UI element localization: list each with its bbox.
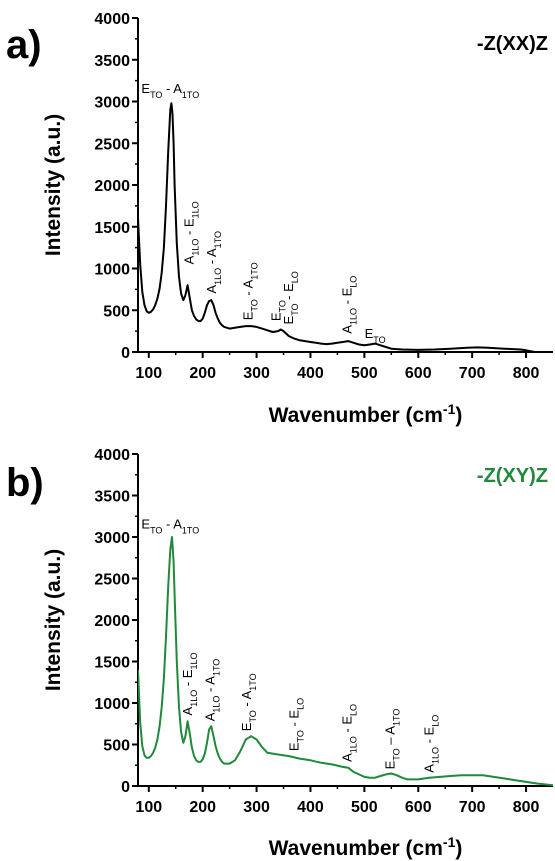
- y-tick-label: 0: [121, 779, 130, 796]
- x-tick-label: 300: [243, 365, 270, 382]
- x-tick-label: 600: [405, 365, 432, 382]
- y-tick-label: 2000: [94, 178, 130, 195]
- x-tick-label: 800: [513, 799, 540, 816]
- x-tick-label: 400: [297, 365, 324, 382]
- peak-annotation: ETO - A1TO: [141, 81, 199, 100]
- peak-annotation: ETO - ELO: [287, 698, 306, 751]
- x-tick-label: 100: [135, 365, 162, 382]
- peak-annotation: ETO - ELO: [281, 271, 300, 324]
- x-tick-label: 200: [189, 799, 216, 816]
- y-tick-label: 1000: [94, 696, 130, 713]
- y-tick-label: 4000: [94, 11, 130, 28]
- panel-a: a) -Z(XX)Z 0 500 1000 1500 2000 2500 3000 3500 400…: [6, 11, 553, 427]
- series-line: [138, 102, 545, 352]
- peak-annotation: A1LO - E1LO: [182, 201, 201, 264]
- x-tick-label: 600: [405, 799, 432, 816]
- y-tick-label: 3500: [94, 489, 130, 506]
- y-tick-label: 2500: [94, 136, 130, 153]
- y-tick-label: 3000: [94, 530, 130, 547]
- peak-annotation: ETO - A1TO: [240, 262, 259, 320]
- x-axis-label: Wavenumber (cm-1): [269, 834, 463, 860]
- y-tick-label: 1500: [94, 220, 130, 237]
- x-axis-label: Wavenumber (cm-1): [269, 401, 463, 427]
- y-tick-label: 3000: [94, 95, 130, 112]
- peak-annotation: A1LO - A1TO: [203, 659, 222, 722]
- x-tick-label: 400: [297, 799, 324, 816]
- panel-letter: b): [6, 461, 44, 505]
- y-tick-label: 0: [121, 345, 130, 362]
- peak-annotation: ETO: [268, 300, 287, 321]
- x-tick-label: 300: [243, 799, 270, 816]
- y-tick-label: 1500: [94, 655, 130, 672]
- x-tick-label: 200: [189, 365, 216, 382]
- y-tick-label: 1000: [94, 262, 130, 279]
- y-tick-label: 500: [103, 303, 130, 320]
- y-axis-label: Intensity (a.u.): [42, 549, 65, 691]
- y-tick-label: 2500: [94, 572, 130, 589]
- chart-title: -Z(XX)Z: [477, 33, 548, 55]
- x-tick-label: 100: [135, 799, 162, 816]
- y-tick-label: 3500: [94, 53, 130, 70]
- peak-annotation: ETO – A1TO: [383, 709, 402, 770]
- peak-annotation: ETO - A1TO: [239, 673, 258, 731]
- peak-annotation: A1LO - E1LO: [180, 653, 199, 716]
- panel-b: b) -Z(XY)Z 0 500 1000 1500 2000 2500 3000 3500 400…: [6, 447, 553, 860]
- x-tick-label: 700: [459, 365, 486, 382]
- series-line: [138, 536, 553, 786]
- y-tick-label: 500: [103, 738, 130, 755]
- x-tick-label: 500: [351, 799, 378, 816]
- x-tick-label: 500: [351, 365, 378, 382]
- y-tick-label: 4000: [94, 447, 130, 464]
- y-axis-label: Intensity (a.u.): [42, 114, 65, 256]
- peak-annotation: A1LO - ELO: [339, 704, 358, 762]
- chart-title: -Z(XY)Z: [477, 465, 548, 487]
- x-tick-label: 800: [513, 365, 540, 382]
- peak-annotation: ETO: [365, 326, 386, 345]
- y-tick-label: 2000: [94, 613, 130, 630]
- peak-annotation: A1LO - ELO: [421, 715, 440, 773]
- peak-annotation: A1LO - A1TO: [204, 231, 223, 294]
- x-tick-label: 700: [459, 799, 486, 816]
- peak-annotation: ETO - A1TO: [141, 517, 199, 536]
- peak-annotation: A1LO - ELO: [339, 276, 358, 334]
- panel-letter: a): [6, 23, 42, 67]
